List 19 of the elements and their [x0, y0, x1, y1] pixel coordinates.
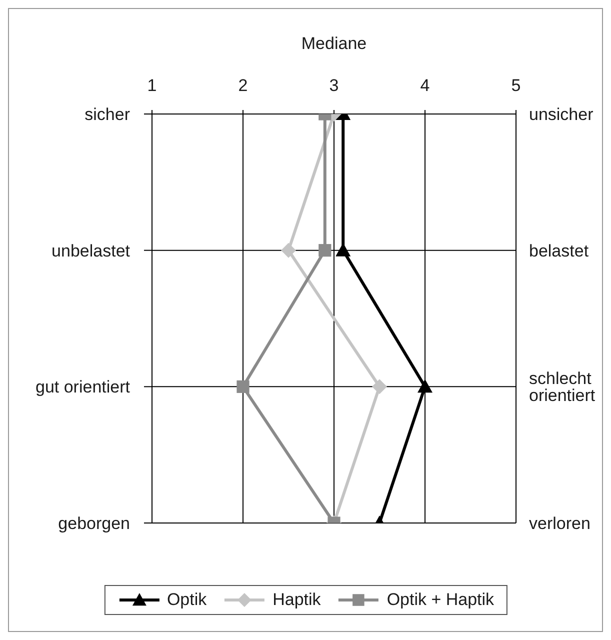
x-tick-label: 3: [329, 76, 339, 95]
y2-tick-label: belastet: [529, 241, 589, 260]
y2-tick-label: schlecht orientiert: [529, 369, 596, 406]
y-tick-label: unbelastet: [52, 241, 130, 260]
y-tick-label: sicher: [84, 105, 130, 124]
legend-label: Haptik: [272, 590, 321, 610]
y-tick-label: geborgen: [58, 514, 130, 534]
x-tick-label: 1: [147, 76, 157, 95]
y2-tick-label: unsicher: [529, 105, 594, 124]
legend-label: Optik + Haptik: [386, 590, 494, 610]
y-tick-label: gut orientiert: [36, 378, 130, 397]
x-tick-label: 2: [238, 76, 248, 95]
point: [281, 242, 296, 258]
point: [372, 379, 387, 394]
legend-label: Optik: [166, 590, 207, 610]
x-tick-label: 4: [420, 76, 430, 95]
y2-tick-label: verloren: [529, 514, 590, 534]
x-axis-title: Mediane: [301, 34, 367, 53]
x-tick-label: 5: [511, 76, 521, 95]
